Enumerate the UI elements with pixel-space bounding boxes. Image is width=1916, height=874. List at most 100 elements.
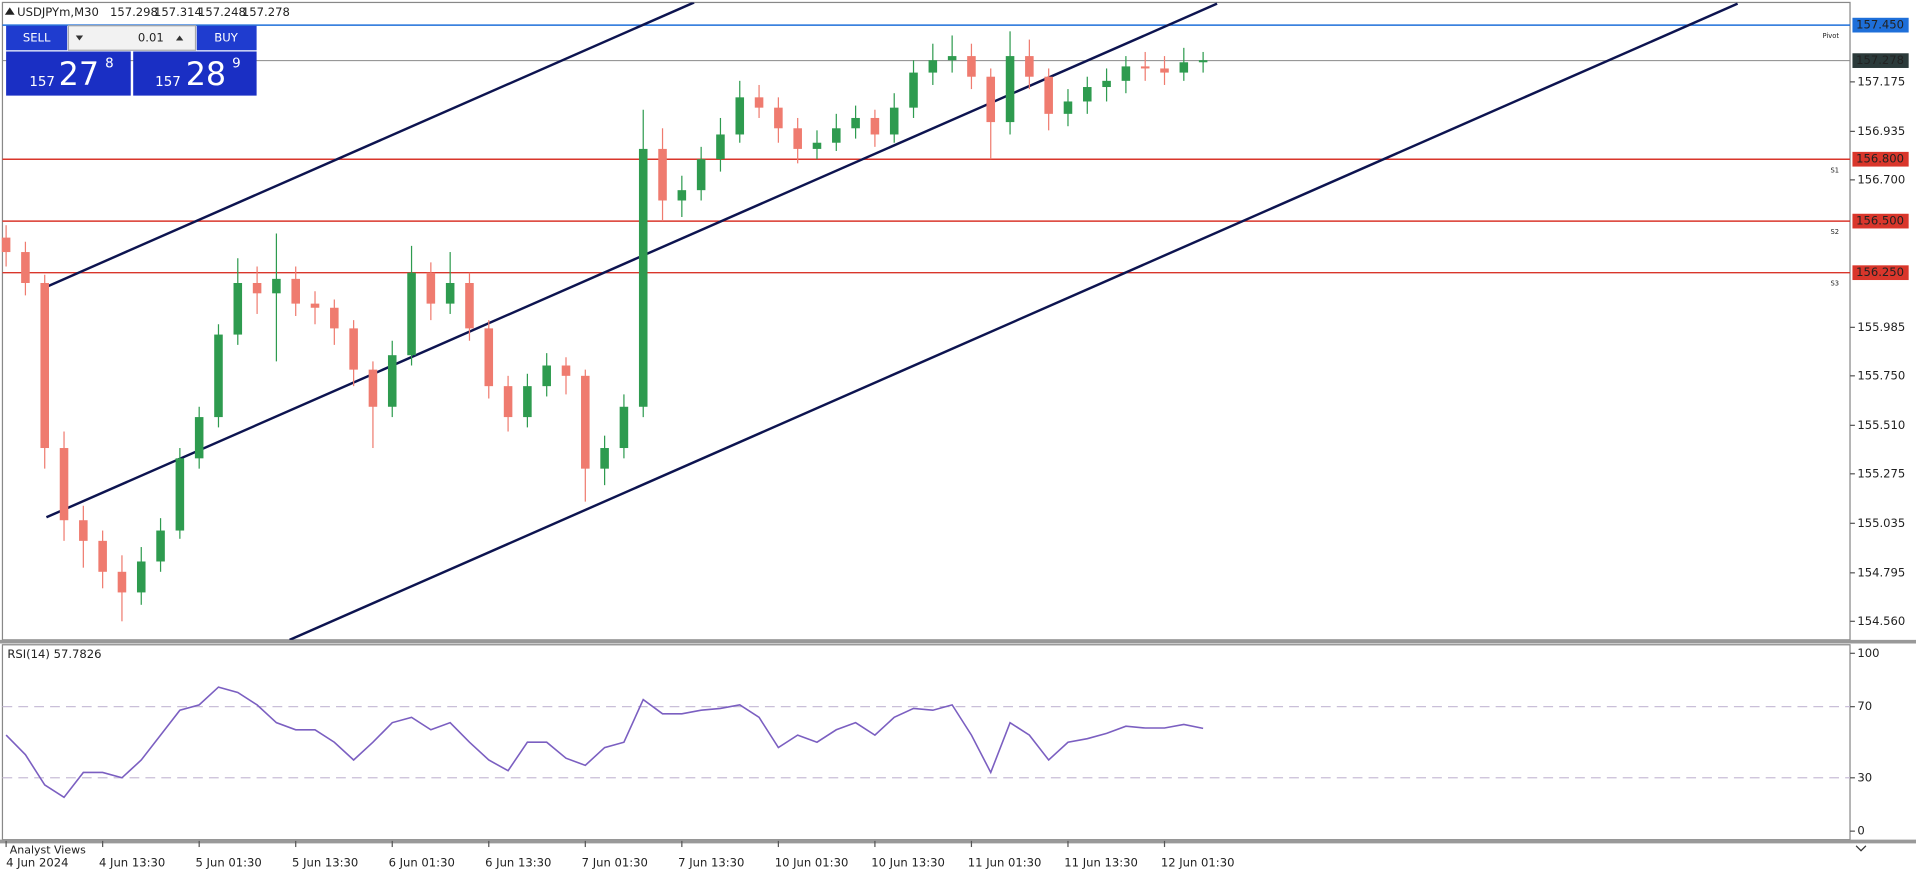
candle-body xyxy=(754,97,764,108)
buy-button[interactable] xyxy=(196,25,257,51)
level-label: 156.800 xyxy=(1856,152,1904,166)
level-tag xyxy=(1852,17,1909,33)
level-label: 157.450 xyxy=(1856,18,1904,32)
candle-body xyxy=(98,540,107,572)
layer: 154.560 154.795 155.035 155.275 155.510 155.7… xyxy=(1,17,1909,869)
ask-main[interactable]: 28 xyxy=(186,55,226,93)
sell-label[interactable]: SELL xyxy=(23,30,51,44)
candle-body xyxy=(986,76,996,123)
y-tick-label: 100 xyxy=(1857,646,1879,660)
candle-body xyxy=(928,60,938,73)
bid-small[interactable]: 8 xyxy=(105,57,114,72)
level-label: 156.500 xyxy=(1856,214,1904,228)
candle-body xyxy=(40,282,49,449)
bid-main[interactable]: 27 xyxy=(59,55,99,93)
candle-body xyxy=(21,252,30,283)
candle-body xyxy=(889,107,899,135)
candle-body xyxy=(368,369,378,407)
candle-body xyxy=(503,386,513,418)
candle-body xyxy=(349,328,358,370)
candle-body xyxy=(561,365,571,376)
ask-box[interactable] xyxy=(133,51,257,96)
y-tick-label: 157.175 xyxy=(1857,74,1905,88)
bid-big[interactable]: 157 xyxy=(29,75,55,90)
candle-body xyxy=(252,282,262,294)
trend-line xyxy=(289,2,1739,640)
candle-body xyxy=(1044,76,1053,114)
x-tick-label: 5 Jun 13:30 xyxy=(292,855,358,869)
bid-box[interactable] xyxy=(6,51,131,96)
x-tick-label: 11 Jun 01:30 xyxy=(968,855,1042,869)
candle-body xyxy=(658,148,667,201)
candle-body xyxy=(175,458,185,531)
candle-body xyxy=(1005,56,1015,123)
buy-label[interactable]: BUY xyxy=(214,30,238,44)
layer xyxy=(2,24,1855,848)
candle-body xyxy=(136,561,146,593)
candle-body xyxy=(1160,68,1169,73)
candle-body xyxy=(619,406,629,449)
candle-body xyxy=(426,272,436,304)
bottom-tab[interactable]: Analyst Views xyxy=(10,844,86,857)
candle-body xyxy=(696,159,706,191)
candle-body xyxy=(1063,101,1073,114)
sell-button[interactable] xyxy=(6,25,68,51)
candle-body xyxy=(59,448,69,521)
price: 157.278 xyxy=(242,5,290,19)
level-label: 156.250 xyxy=(1856,265,1904,279)
level-tag xyxy=(1852,265,1909,281)
channel xyxy=(45,2,1739,640)
candle-body xyxy=(638,148,648,407)
candle-body xyxy=(465,282,474,329)
candle-body xyxy=(851,117,860,129)
ask-big[interactable]: 157 xyxy=(155,75,181,90)
candle-body xyxy=(117,571,127,593)
candle-body xyxy=(1198,60,1208,63)
trend-line xyxy=(45,2,695,288)
x-tick-label: 12 Jun 01:30 xyxy=(1161,855,1235,869)
y-tick-label: 155.510 xyxy=(1857,418,1905,432)
volume-down[interactable] xyxy=(75,35,84,41)
volume-box[interactable] xyxy=(67,25,197,51)
price: 157.314 xyxy=(154,5,202,19)
scroll-icon[interactable] xyxy=(1855,845,1867,852)
candle-body xyxy=(1,237,11,253)
candle-body xyxy=(214,334,223,418)
candle-body xyxy=(407,272,416,356)
y-tick-label: 155.035 xyxy=(1857,516,1905,530)
candle-body xyxy=(272,278,281,294)
collapse-icon[interactable] xyxy=(4,7,15,15)
current-price-tag xyxy=(1852,53,1909,68)
y-tick-label: 154.795 xyxy=(1857,565,1905,579)
volume-up[interactable] xyxy=(175,35,184,41)
candle-body xyxy=(947,56,957,61)
ask-small[interactable]: 9 xyxy=(232,57,241,72)
candle-body xyxy=(194,417,204,459)
y-tick-label: 155.275 xyxy=(1857,466,1905,480)
x-tick-label: 10 Jun 01:30 xyxy=(775,855,849,869)
candle-body xyxy=(330,307,339,329)
candle-body xyxy=(484,328,494,387)
candle-body xyxy=(909,72,918,108)
symbol: USDJPYm,M30 xyxy=(17,5,99,19)
y-tick-label: 155.750 xyxy=(1857,368,1905,382)
candle-body xyxy=(291,278,300,304)
level-name: Pivot xyxy=(1823,32,1840,40)
candle-body xyxy=(79,520,88,541)
price: 157.298 xyxy=(110,5,158,19)
candle-body xyxy=(581,375,590,469)
x-tick-label: 4 Jun 2024 xyxy=(6,855,68,869)
candle-body xyxy=(735,97,745,135)
candle-body xyxy=(445,282,455,304)
trend-line xyxy=(45,2,1218,519)
x-tick-label: 6 Jun 13:30 xyxy=(485,855,551,869)
candle-body xyxy=(677,190,687,201)
candle-body xyxy=(542,365,551,387)
volume[interactable]: 0.01 xyxy=(138,30,164,44)
y-tick-label: 154.560 xyxy=(1857,614,1905,628)
level-name: S1 xyxy=(1830,166,1839,174)
level-tag xyxy=(1852,151,1909,167)
candle-body xyxy=(1140,66,1150,69)
candle-body xyxy=(832,128,841,143)
